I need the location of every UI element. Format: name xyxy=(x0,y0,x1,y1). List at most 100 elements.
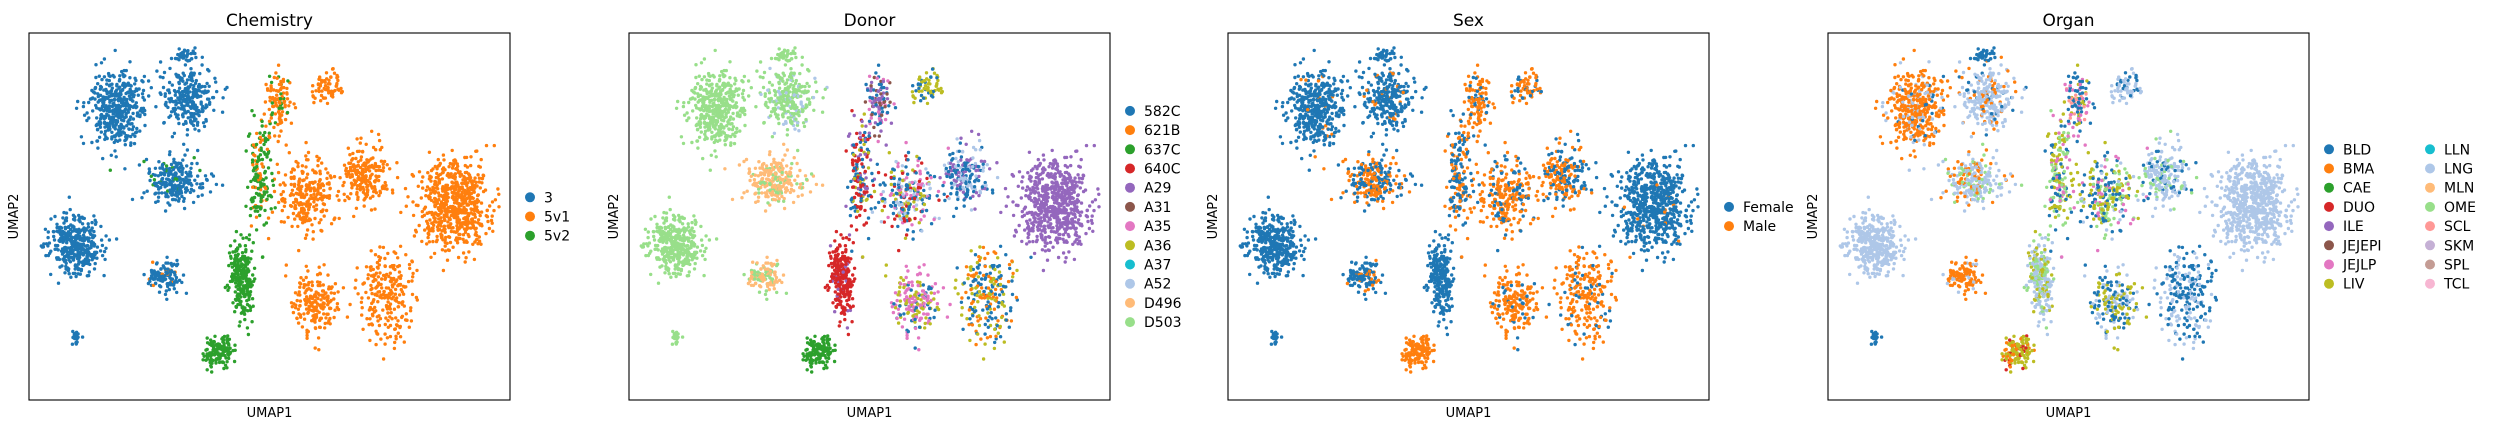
data-point xyxy=(276,89,280,94)
data-point xyxy=(254,228,259,232)
data-point xyxy=(234,229,239,234)
data-point xyxy=(342,163,347,167)
data-point xyxy=(298,217,302,221)
data-point xyxy=(400,315,404,320)
data-point xyxy=(772,160,776,164)
data-point xyxy=(374,271,379,275)
data-point xyxy=(111,123,115,128)
data-point xyxy=(444,183,448,187)
data-point xyxy=(264,221,269,225)
data-point xyxy=(797,113,801,118)
data-point xyxy=(211,95,216,100)
data-point xyxy=(122,119,126,123)
data-point xyxy=(793,106,797,111)
data-point xyxy=(336,307,341,312)
data-point xyxy=(123,167,127,171)
data-point xyxy=(692,244,696,248)
data-point xyxy=(175,165,179,169)
data-point xyxy=(785,128,790,132)
data-point xyxy=(341,183,345,188)
data-point xyxy=(198,168,202,173)
data-point xyxy=(304,233,309,237)
data-point xyxy=(702,57,707,61)
data-point xyxy=(110,92,115,96)
data-point xyxy=(718,138,722,142)
data-point xyxy=(782,73,786,78)
data-point xyxy=(443,230,447,234)
data-point xyxy=(53,214,57,219)
data-point xyxy=(673,271,677,275)
data-point xyxy=(81,247,85,251)
data-point xyxy=(252,195,257,200)
data-point xyxy=(457,227,461,231)
data-point xyxy=(127,94,132,98)
data-point xyxy=(266,216,271,220)
data-point xyxy=(702,75,707,79)
data-point xyxy=(104,246,108,250)
data-point xyxy=(460,211,464,215)
data-point xyxy=(313,216,317,221)
data-point xyxy=(496,187,500,191)
data-point xyxy=(687,116,691,120)
data-point xyxy=(270,171,274,176)
data-point xyxy=(757,191,761,195)
data-point xyxy=(433,191,437,195)
data-point xyxy=(263,100,268,104)
data-point xyxy=(60,247,65,251)
data-point xyxy=(294,191,298,195)
data-point xyxy=(95,116,99,120)
data-point xyxy=(313,326,318,331)
data-point xyxy=(292,302,296,306)
data-point xyxy=(126,108,130,112)
data-point xyxy=(322,301,326,306)
data-point xyxy=(326,312,330,316)
data-point xyxy=(251,241,255,245)
data-point xyxy=(718,104,723,109)
data-point xyxy=(143,112,147,117)
scatter-points xyxy=(639,46,1101,374)
data-point xyxy=(789,187,794,191)
data-point xyxy=(313,299,317,303)
data-point xyxy=(321,289,326,293)
data-point xyxy=(280,113,284,117)
data-point xyxy=(63,271,67,275)
data-point xyxy=(388,271,392,275)
data-point xyxy=(300,164,305,168)
data-point xyxy=(707,108,711,112)
data-point xyxy=(386,251,390,256)
data-point xyxy=(197,88,201,93)
data-point xyxy=(308,189,313,193)
data-point xyxy=(147,171,151,175)
data-point xyxy=(220,110,225,114)
data-point xyxy=(264,124,268,128)
data-point xyxy=(192,84,196,88)
data-point xyxy=(463,260,467,264)
data-point xyxy=(189,67,193,71)
data-point xyxy=(392,263,396,268)
data-point xyxy=(163,191,167,195)
data-point xyxy=(391,285,395,289)
data-point xyxy=(258,131,262,135)
data-point xyxy=(364,142,368,146)
data-point xyxy=(711,115,716,120)
data-point xyxy=(788,85,792,89)
data-point xyxy=(699,130,703,134)
data-point xyxy=(766,177,770,182)
data-point xyxy=(208,360,212,365)
data-point xyxy=(108,127,112,131)
data-point xyxy=(81,141,86,146)
data-point xyxy=(469,187,473,191)
data-point xyxy=(67,272,71,276)
data-point xyxy=(229,256,233,260)
data-point xyxy=(246,256,250,260)
data-point xyxy=(445,212,449,217)
data-point xyxy=(656,281,661,285)
data-point xyxy=(80,335,85,339)
data-point xyxy=(205,352,209,356)
data-point xyxy=(295,316,299,321)
data-point xyxy=(366,276,370,281)
data-point xyxy=(320,89,324,93)
data-point xyxy=(91,109,95,113)
data-point xyxy=(172,287,176,291)
data-point xyxy=(735,105,739,109)
